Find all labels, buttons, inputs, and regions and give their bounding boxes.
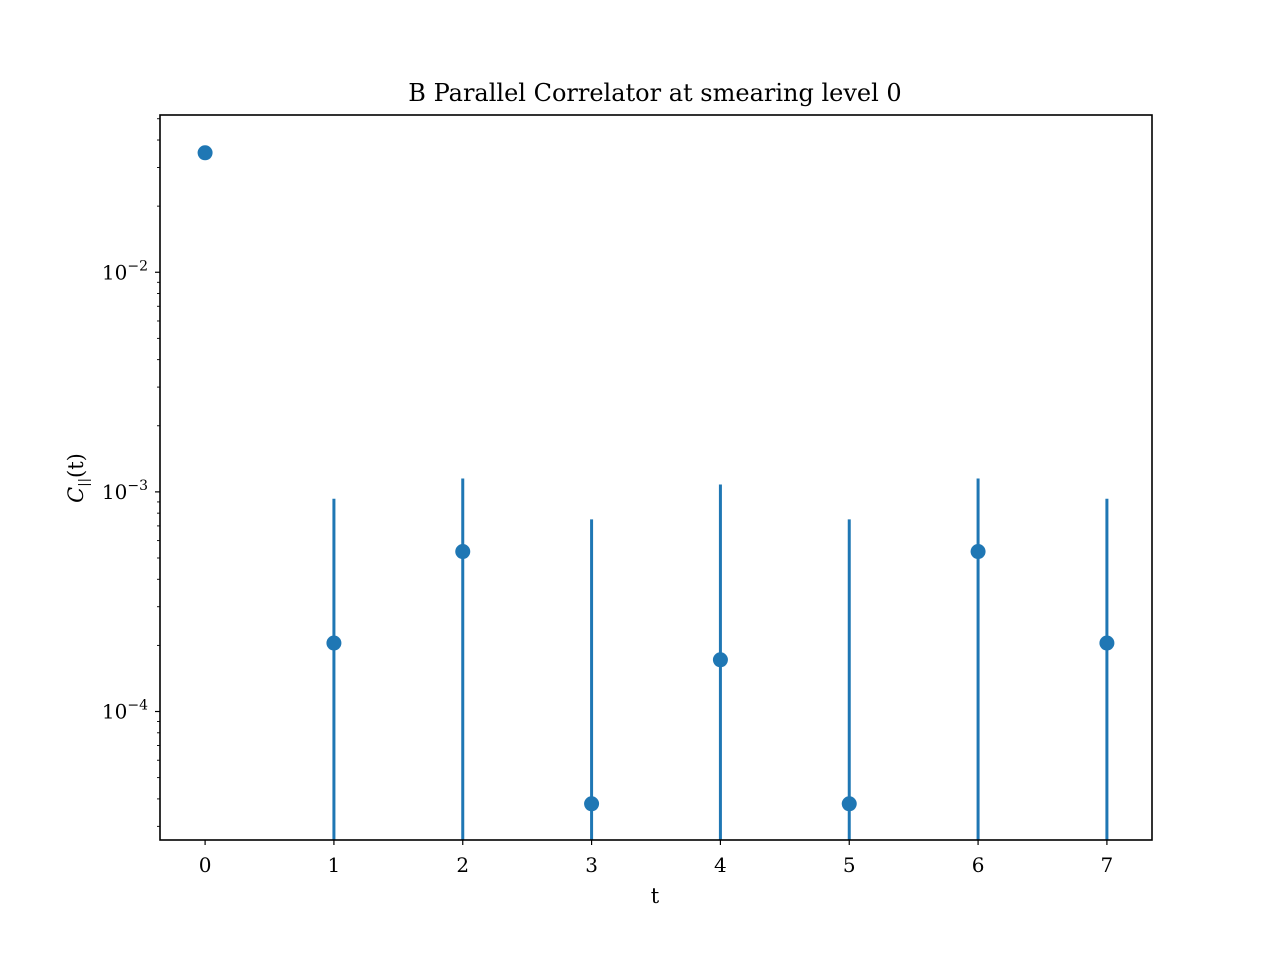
data-point (326, 635, 342, 651)
x-tick-label: 4 (714, 853, 727, 877)
x-axis-label: t (651, 884, 660, 908)
y-axis-label: C||(t) (64, 453, 92, 503)
y-axis: 10−4 10−3 10−2 (102, 118, 160, 827)
y-tick-label: 10−4 (102, 698, 148, 724)
data-point (841, 796, 857, 812)
y-axis-label-main: C (64, 487, 88, 503)
chart-title: B Parallel Correlator at smearing level … (408, 79, 901, 107)
data-point (584, 796, 600, 812)
data-point (712, 652, 728, 668)
x-tick-label: 0 (199, 853, 212, 877)
x-tick-label: 1 (328, 853, 341, 877)
y-axis-label-sub: || (77, 478, 92, 487)
data-point (970, 544, 986, 560)
x-tick-label: 2 (456, 853, 469, 877)
data-point (197, 145, 213, 161)
data-point (455, 544, 471, 560)
x-tick-label: 7 (1101, 853, 1114, 877)
data-marks (197, 145, 1115, 840)
x-tick-label: 3 (585, 853, 598, 877)
y-tick-label: 10−2 (102, 258, 148, 284)
x-tick-label: 5 (843, 853, 856, 877)
y-tick-label: 10−3 (102, 478, 148, 504)
y-axis-label-arg: (t) (64, 453, 88, 478)
plot-frame (159, 114, 1153, 841)
data-point (1099, 635, 1115, 651)
x-axis: 0 1 2 3 4 5 6 7 (199, 840, 1114, 877)
x-tick-label: 6 (972, 853, 985, 877)
